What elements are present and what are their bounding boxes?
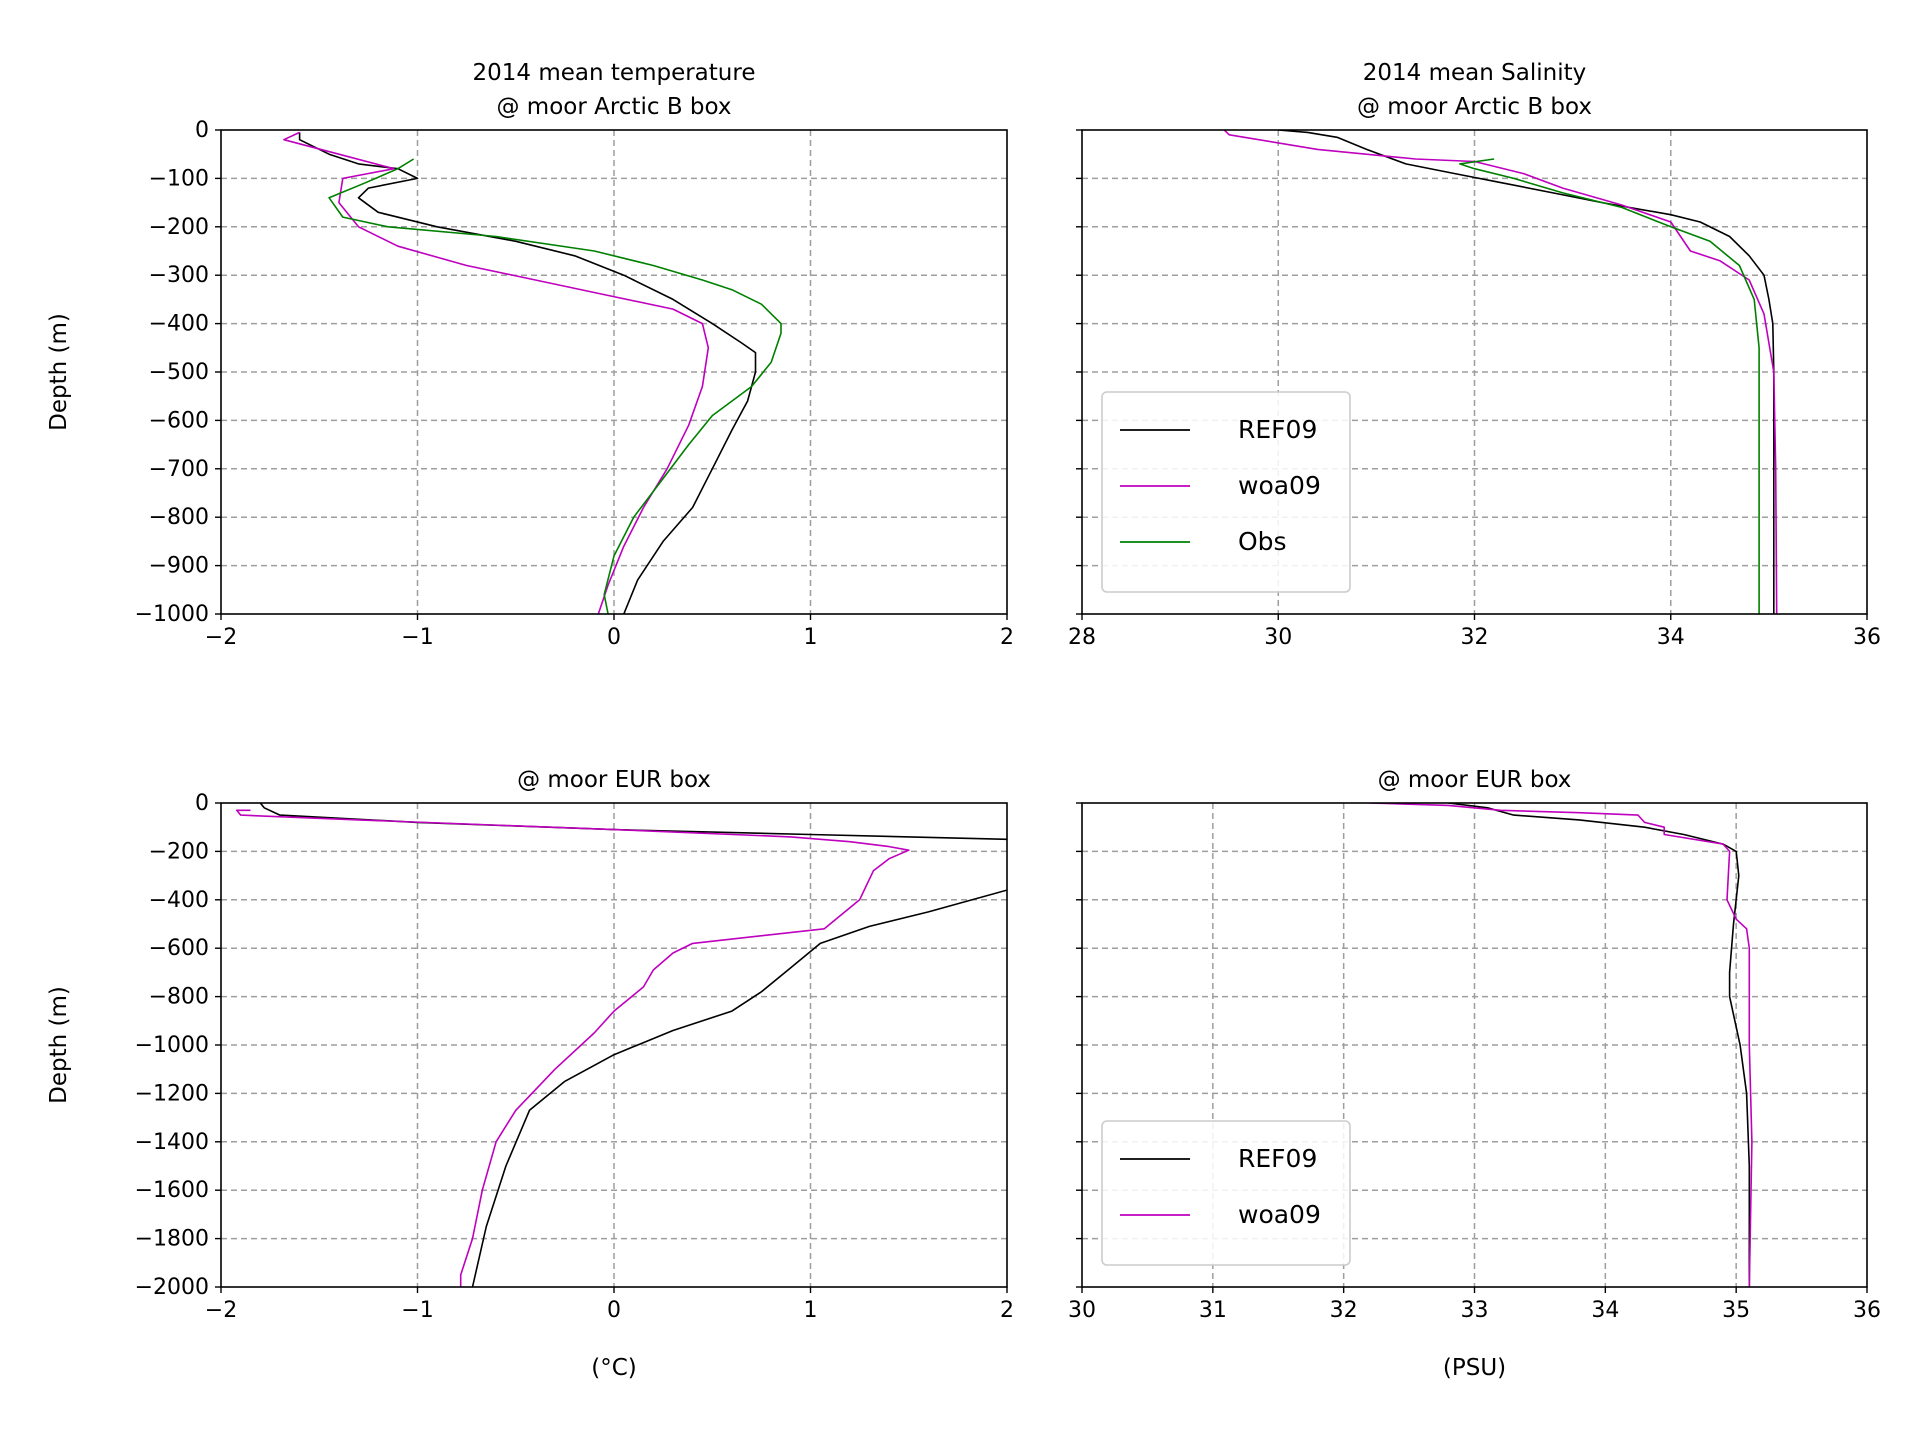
x-tick-label: 33 (1461, 1298, 1489, 1323)
y-tick-label: −1400 (135, 1130, 209, 1155)
chart-title: @ moor Arctic B box (1357, 94, 1592, 120)
y-tick-label: −1600 (135, 1178, 209, 1203)
x-tick-label: 34 (1591, 1298, 1619, 1323)
y-axis-label: Depth (m) (46, 986, 72, 1104)
panel-4: 30 31 32 33 34 35 36 @ moor EUR box (PSU) REF09 wo… (1068, 767, 1881, 1381)
series-line-woa09 (235, 809, 910, 1287)
x-tick-label: −1 (401, 625, 433, 650)
x-tick-label: 2 (1000, 1298, 1014, 1323)
x-tick-label: 35 (1722, 1298, 1750, 1323)
y-tick-label: −600 (149, 408, 209, 433)
x-tick-label: 30 (1264, 625, 1292, 650)
series-line-woa09 (1369, 803, 1753, 1287)
chart-title: 2014 mean Salinity (1363, 60, 1586, 86)
y-tick-label: 0 (195, 118, 209, 143)
y-tick-label: −1200 (135, 1081, 209, 1106)
x-tick-label: −1 (401, 1298, 433, 1323)
chart-title: @ moor EUR box (1378, 767, 1572, 793)
series-line-woa09 (283, 131, 710, 614)
series-line-Obs (328, 158, 782, 614)
legend-label-woa09: woa09 (1238, 1200, 1321, 1229)
legend-label-REF09: REF09 (1238, 1144, 1317, 1173)
panel-3: −2 −1 0 1 2 0 −200 −400 −600 −800 −1000 −1200 −1400 −… (46, 767, 1014, 1381)
y-tick-label: −200 (149, 839, 209, 864)
y-tick-label: −800 (149, 505, 209, 530)
chart-title: 2014 mean temperature (473, 60, 756, 86)
legend-label-REF09: REF09 (1238, 415, 1317, 444)
y-tick-label: −400 (149, 888, 209, 913)
x-axis-label: (PSU) (1443, 1355, 1506, 1381)
x-tick-label: 36 (1853, 1298, 1881, 1323)
series-line-Obs (1459, 158, 1760, 614)
y-tick-label: −300 (149, 263, 209, 288)
legend-box (1101, 1120, 1351, 1266)
y-tick-label: −1000 (135, 602, 209, 627)
x-tick-label: 1 (804, 625, 818, 650)
x-tick-label: 28 (1068, 625, 1096, 650)
chart-title: @ moor EUR box (517, 767, 711, 793)
y-tick-label: −1800 (135, 1227, 209, 1252)
series-line-woa09 (1223, 130, 1778, 614)
x-tick-label: −2 (205, 625, 237, 650)
series-line-REF09 (298, 132, 757, 614)
panel-2: 28 30 32 34 36 2014 mean Salinity @ moor Arcti… (1068, 60, 1881, 650)
legend: REF09 woa09 (1101, 1120, 1351, 1266)
y-tick-label: −900 (149, 554, 209, 579)
y-tick-label: −600 (149, 936, 209, 961)
x-tick-label: 30 (1068, 1298, 1096, 1323)
x-tick-label: 0 (607, 1298, 621, 1323)
x-tick-label: 32 (1330, 1298, 1358, 1323)
y-axis-label: Depth (m) (46, 313, 72, 431)
x-axis-label: (°C) (591, 1355, 637, 1381)
legend-label-Obs: Obs (1238, 527, 1287, 556)
x-tick-label: 1 (804, 1298, 818, 1323)
y-tick-label: −800 (149, 985, 209, 1010)
x-tick-label: 34 (1657, 625, 1685, 650)
y-tick-label: −200 (149, 215, 209, 240)
series-line-REF09 (1278, 130, 1775, 614)
chart-title: @ moor Arctic B box (497, 94, 732, 120)
y-tick-label: −400 (149, 312, 209, 337)
y-tick-label: −2000 (135, 1275, 209, 1300)
y-tick-label: −100 (149, 166, 209, 191)
panel-1: −2 −1 0 1 2 0 −100 −200 −300 −400 −500 −600 −700 −800… (46, 60, 1014, 650)
x-tick-label: 31 (1199, 1298, 1227, 1323)
legend-label-woa09: woa09 (1238, 471, 1321, 500)
x-tick-label: 36 (1853, 625, 1881, 650)
x-tick-label: −2 (205, 1298, 237, 1323)
y-tick-label: −500 (149, 360, 209, 385)
x-tick-label: 32 (1461, 625, 1489, 650)
x-tick-label: 2 (1000, 625, 1014, 650)
series-line-REF09 (1448, 803, 1751, 1287)
y-tick-label: −1000 (135, 1033, 209, 1058)
x-tick-label: 0 (607, 625, 621, 650)
legend: REF09 woa09 Obs (1101, 391, 1351, 593)
y-tick-label: 0 (195, 791, 209, 816)
y-tick-label: −700 (149, 457, 209, 482)
